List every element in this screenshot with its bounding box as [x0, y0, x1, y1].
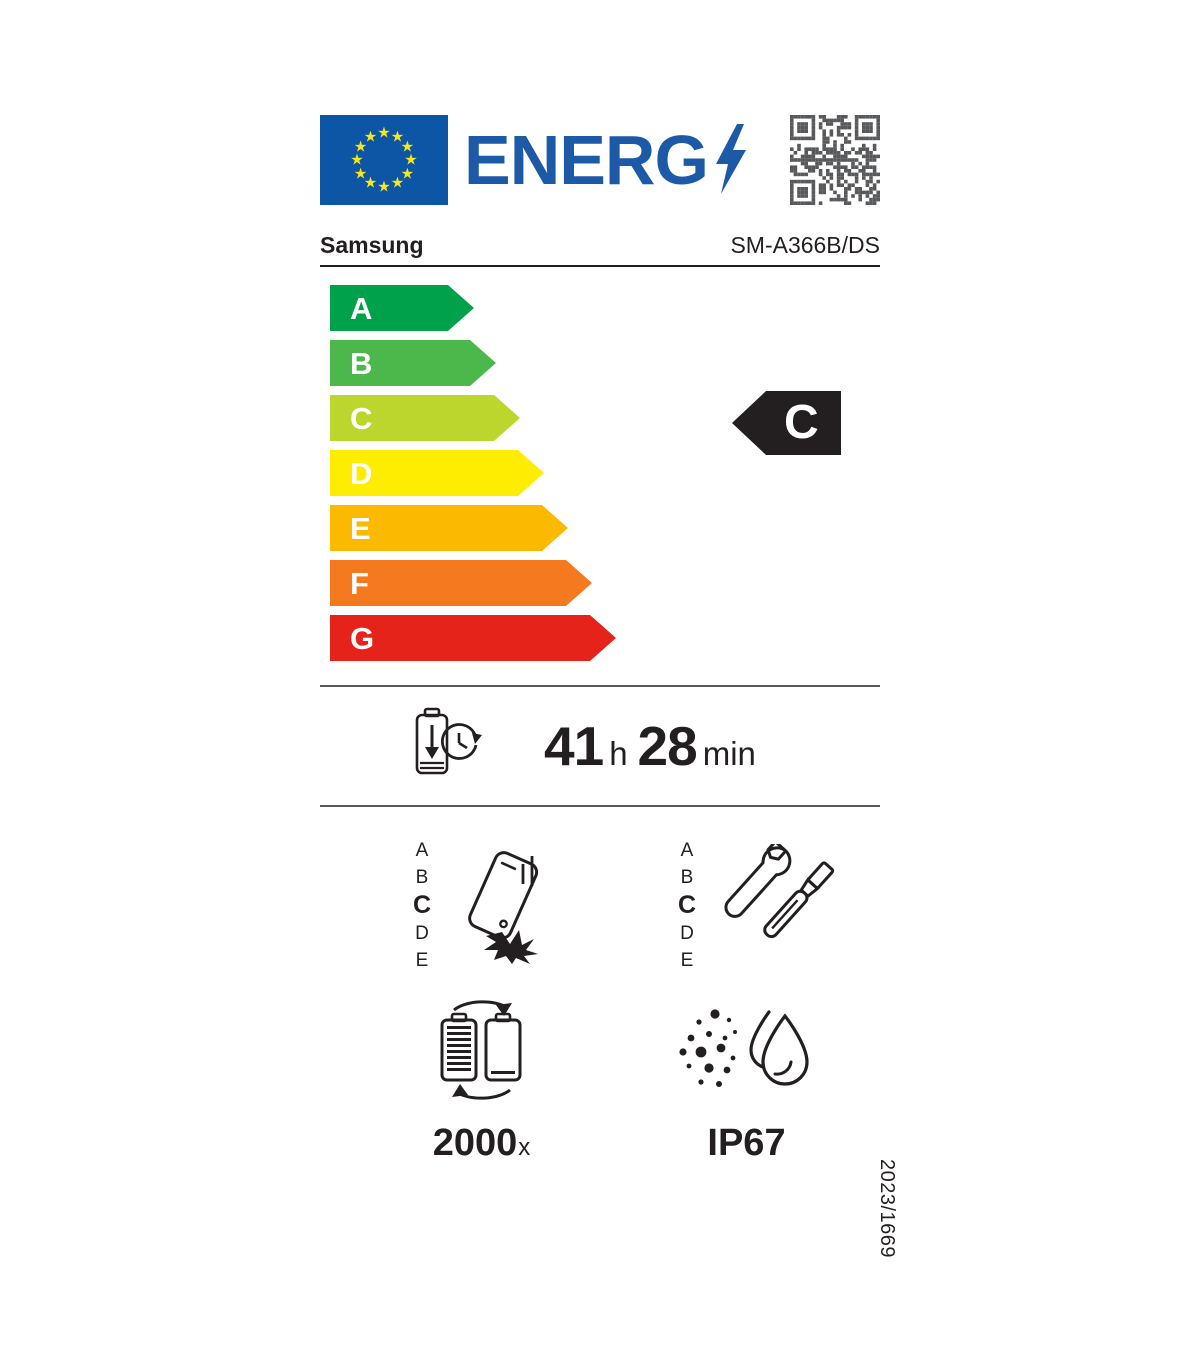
brand-name: Samsung: [320, 232, 424, 258]
repairability-grade-e: E: [680, 950, 694, 971]
phone-drop-icon: [452, 833, 564, 974]
wrench-screwdriver-icon: [717, 833, 835, 974]
drop-test-grade-e: E: [415, 950, 429, 971]
battery-hours: 41: [544, 714, 604, 777]
divider-below-battery: [320, 805, 880, 807]
energy-bar-e: E: [330, 505, 616, 551]
eu-star-5: ★: [400, 165, 415, 182]
rated-class-arrow: C: [732, 391, 841, 455]
energy-bar-tip: [542, 505, 568, 551]
energy-bar-letter: B: [350, 345, 373, 381]
battery-cycles-value-wrap: 2000 x: [433, 1123, 531, 1163]
label-header: ★ ★ ★ ★ ★ ★ ★ ★ ★ ★ ★ ★ ENERG: [320, 110, 880, 210]
arrow-point: [732, 391, 766, 455]
energy-bar-d: D: [330, 450, 616, 496]
eu-star-8: ★: [363, 174, 378, 192]
eu-star-10: ★: [350, 151, 364, 169]
battery-cycle-icon: [426, 1000, 538, 1117]
energy-bar-letter: D: [350, 455, 373, 491]
energy-bar-f: F: [330, 560, 616, 606]
lightning-bolt-icon: [710, 123, 750, 199]
brand-model-row: Samsung SM-A366B/DS: [320, 232, 880, 265]
energy-bar-body: B: [330, 340, 470, 386]
eu-star-1: ★: [377, 124, 391, 142]
eu-star-11: ★: [353, 138, 368, 155]
energy-bar-letter: F: [350, 565, 369, 601]
divider-above-battery: [320, 685, 880, 687]
drop-test-grade-d: D: [415, 923, 429, 944]
drop-test-grade-a: A: [415, 840, 429, 861]
energy-label-sheet: ★ ★ ★ ★ ★ ★ ★ ★ ★ ★ ★ ★ ENERG Samsung SM-A366B/DS A…: [320, 110, 898, 1280]
energy-bar-letter: G: [350, 620, 375, 656]
eu-star-12: ★: [363, 128, 378, 146]
energy-bar-letter: E: [350, 510, 371, 546]
energy-bar-letter: A: [350, 290, 373, 326]
energy-bar-g: G: [330, 615, 616, 661]
energy-bar-tip: [470, 340, 496, 386]
energy-bar-body: A: [330, 285, 448, 331]
energy-bar-body: C: [330, 395, 494, 441]
battery-life-value: 41 h 28 min: [544, 714, 766, 777]
battery-cycles-cell: 2000 x: [320, 1000, 585, 1163]
energy-bar-tip: [494, 395, 520, 441]
regulation-number: 2023/1669: [876, 1158, 898, 1258]
energy-bar-body: E: [330, 505, 542, 551]
eu-star-7: ★: [377, 178, 391, 196]
divider-top: [320, 265, 880, 267]
energy-bar-tip: [518, 450, 544, 496]
battery-life-section: 41 h 28 min: [320, 687, 880, 805]
battery-cycles-value: 2000: [432, 1122, 518, 1164]
drop-test-grade-b: B: [415, 867, 429, 888]
metrics-row-values: 2000 x: [320, 1000, 880, 1163]
repairability-grade-c: C: [677, 891, 697, 919]
battery-minutes-unit: min: [702, 734, 756, 772]
eu-star-3: ★: [400, 138, 415, 155]
energ-logo: ENERG: [464, 122, 780, 199]
repairability-grade-b: B: [680, 867, 694, 888]
ingress-protection-cell: IP67: [585, 1000, 850, 1163]
model-name: SM-A366B/DS: [730, 232, 880, 258]
battery-minutes: 28: [637, 714, 698, 777]
eu-star-9: ★: [353, 165, 368, 182]
qr-code-icon[interactable]: [790, 115, 880, 205]
energ-logo-text: ENERG: [464, 121, 709, 199]
drop-test-grade-c: C: [412, 891, 432, 919]
repairability-grade-d: D: [680, 923, 694, 944]
eu-star-6: ★: [390, 174, 405, 192]
ingress-protection-value: IP67: [707, 1122, 786, 1164]
energy-bar-body: F: [330, 560, 566, 606]
battery-clock-icon: [412, 705, 490, 788]
battery-cycles-suffix: x: [518, 1134, 531, 1161]
eu-flag-icon: ★ ★ ★ ★ ★ ★ ★ ★ ★ ★ ★ ★: [320, 115, 448, 205]
dust-water-drop-icon: [677, 1000, 817, 1117]
battery-hours-unit: h: [609, 734, 628, 772]
energy-bar-c: C: [330, 395, 616, 441]
energy-bar-letter: C: [350, 400, 373, 436]
energy-bar-b: B: [330, 340, 616, 386]
energy-bar-a: A: [330, 285, 616, 331]
rated-class-letter: C: [784, 396, 819, 449]
arrow-body: C: [766, 391, 841, 455]
energy-bar-tip: [566, 560, 592, 606]
repairability-grade-a: A: [680, 840, 694, 861]
energy-bar-body: D: [330, 450, 518, 496]
energy-bar-tip: [448, 285, 474, 331]
energy-bar-body: G: [330, 615, 590, 661]
eu-star-4: ★: [404, 151, 418, 169]
energy-bar-tip: [590, 615, 616, 661]
eu-star-2: ★: [390, 128, 405, 146]
